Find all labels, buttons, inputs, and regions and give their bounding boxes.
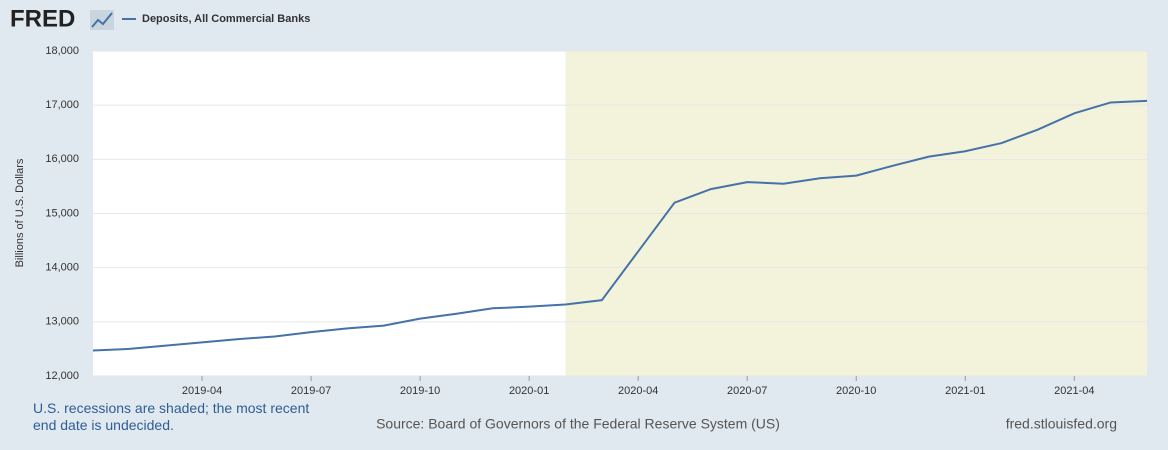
x-tick-label: 2019-07: [291, 385, 331, 397]
x-tick-label: 2019-04: [182, 385, 222, 397]
y-tick-label: 12,000: [45, 370, 79, 382]
site: fred.stlouisfed.org: [1006, 416, 1117, 432]
x-tick-label: 2021-04: [1054, 385, 1094, 397]
x-tick-label: 2021-01: [945, 385, 985, 397]
legend-label: Deposits, All Commercial Banks: [142, 13, 310, 25]
x-tick-label: 2019-10: [400, 385, 440, 397]
note-text: U.S. recessions are shaded; the most rec…: [33, 400, 309, 416]
y-tick-label: 18,000: [45, 45, 79, 57]
logo-icon: [90, 10, 114, 30]
y-axis-label: Billions of U.S. Dollars: [14, 158, 26, 267]
y-tick-label: 15,000: [45, 207, 79, 219]
y-tick-label: 17,000: [45, 99, 79, 111]
y-tick-label: 14,000: [45, 262, 79, 274]
series-line: [92, 99, 1148, 352]
source: Source: Board of Governors of the Federa…: [376, 416, 780, 432]
note: U.S. recessions are shaded; the most rec…: [33, 400, 309, 433]
x-tick-label: 2020-07: [727, 385, 767, 397]
brand: FRED: [10, 5, 75, 32]
x-tick-label: 2020-01: [509, 385, 549, 397]
x-tick-label: 2020-04: [618, 385, 658, 397]
y-tick-label: 13,000: [45, 316, 79, 328]
x-tick-label: 2020-10: [836, 385, 876, 397]
note-text: end date is undecided.: [33, 417, 174, 433]
y-tick-label: 16,000: [45, 153, 79, 165]
